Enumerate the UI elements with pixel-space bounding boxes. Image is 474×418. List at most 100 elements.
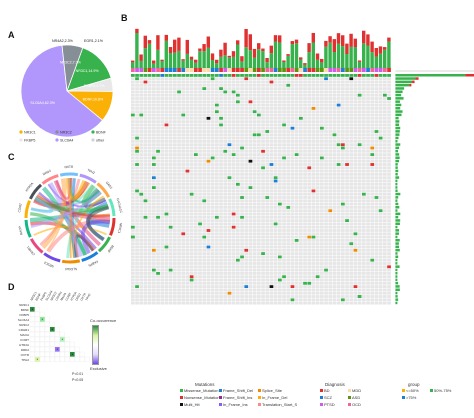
grid-cell xyxy=(341,199,345,203)
grid-cell xyxy=(299,202,303,206)
grid-cell xyxy=(387,123,391,127)
grid-cell xyxy=(307,206,312,209)
grid-cell xyxy=(257,173,261,176)
grid-cell xyxy=(185,239,190,242)
grid-cell xyxy=(206,140,211,143)
grid-cell xyxy=(273,149,278,153)
grid-cell xyxy=(328,176,333,180)
chord-segment xyxy=(24,200,31,219)
grid-cell xyxy=(160,225,165,229)
grid-cell xyxy=(353,97,358,100)
grid-cell xyxy=(261,133,265,137)
grid-cell xyxy=(147,229,152,232)
grid-cell xyxy=(223,229,228,232)
grid-cell xyxy=(244,93,249,97)
grid-cell xyxy=(299,176,303,180)
grid-cell xyxy=(236,192,240,196)
grid-cell xyxy=(265,159,270,163)
grid-cell xyxy=(206,239,211,242)
grid-cell xyxy=(143,87,148,90)
grid-cell xyxy=(147,116,152,120)
grid-cell xyxy=(282,301,286,305)
grid-cell xyxy=(370,291,375,295)
mutation-cell xyxy=(131,113,135,117)
grid-cell xyxy=(383,291,387,295)
grid-cell xyxy=(341,229,345,232)
grid-cell xyxy=(299,248,303,252)
frequency-bar xyxy=(395,229,400,232)
top-bar xyxy=(139,54,143,61)
grid-cell xyxy=(387,136,391,140)
grid-cell xyxy=(139,239,144,242)
grid-cell xyxy=(164,169,169,173)
grid-cell xyxy=(349,123,354,127)
grid-cell xyxy=(164,166,169,170)
corr-row-label: SLC6A4 xyxy=(18,318,30,322)
grid-cell xyxy=(210,107,215,110)
grid-cell xyxy=(278,219,282,222)
pie-top-label: EGR1,2.1% xyxy=(84,39,104,43)
grid-cell xyxy=(257,176,261,180)
grid-cell xyxy=(387,173,391,176)
grid-cell xyxy=(177,222,181,226)
frequency-bar xyxy=(395,176,400,179)
grid-cell xyxy=(328,262,333,265)
grid-cell xyxy=(177,120,181,123)
grid-cell xyxy=(315,176,320,180)
corr-row-label: CRHR1 xyxy=(19,328,30,332)
grid-cell xyxy=(240,110,244,114)
frequency-bar xyxy=(395,298,399,301)
grid-cell xyxy=(164,173,169,176)
grid-cell xyxy=(160,143,165,147)
grid-cell xyxy=(299,143,303,147)
legend-label: >75% xyxy=(406,395,417,400)
grid-cell xyxy=(290,179,295,183)
grid-cell xyxy=(307,143,312,147)
grid-cell xyxy=(244,192,249,196)
grid-cell xyxy=(248,245,253,249)
grid-cell xyxy=(156,126,160,130)
grid-cell xyxy=(320,83,324,87)
grid-cell xyxy=(152,219,156,222)
grid-cell xyxy=(131,222,135,226)
grid-cell xyxy=(336,252,341,255)
grid-cell xyxy=(269,288,274,292)
grid-cell xyxy=(173,281,177,285)
grid-cell xyxy=(341,107,345,110)
grid-cell xyxy=(156,278,160,282)
grid-cell xyxy=(210,97,215,100)
grid-cell xyxy=(131,93,135,97)
grid-cell xyxy=(252,103,257,107)
grid-cell xyxy=(370,242,375,246)
grid-cell xyxy=(215,272,219,275)
grid-cell xyxy=(227,186,232,189)
grid-cell xyxy=(215,173,219,176)
grid-cell xyxy=(374,278,379,282)
grid-cell xyxy=(257,130,261,133)
grid-cell xyxy=(282,232,286,236)
grid-cell xyxy=(378,248,383,252)
grid-cell xyxy=(378,130,383,133)
grid-cell xyxy=(387,252,391,255)
grid-cell xyxy=(374,298,379,302)
grid-cell xyxy=(257,262,261,265)
grid-cell xyxy=(307,103,312,107)
grid-cell xyxy=(223,301,228,305)
grid-cell xyxy=(177,232,181,236)
grid-cell xyxy=(273,166,278,170)
grid-cell xyxy=(269,153,274,156)
mutation-cell xyxy=(257,113,261,117)
grid-cell xyxy=(383,268,387,272)
grid-cell xyxy=(345,272,349,275)
grid-cell xyxy=(202,179,207,183)
grid-cell xyxy=(383,77,387,81)
grid-cell xyxy=(210,163,215,166)
mutation-cell xyxy=(248,74,253,77)
grid-cell xyxy=(152,272,156,275)
grid-cell xyxy=(366,281,370,285)
grid-cell xyxy=(311,225,316,229)
grid-cell xyxy=(332,235,337,239)
grid-cell xyxy=(143,288,148,292)
grid-cell xyxy=(294,199,299,203)
grid-cell xyxy=(135,166,139,170)
